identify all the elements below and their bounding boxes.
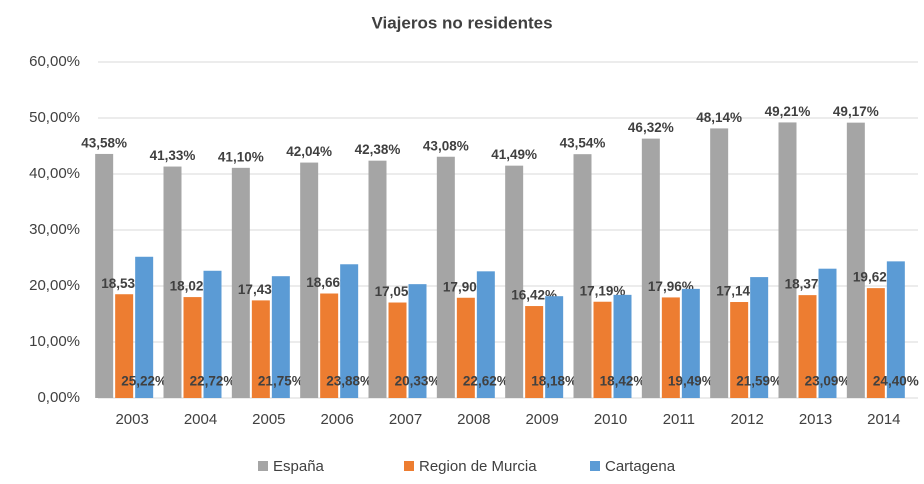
bar [203, 270, 222, 398]
data-label: 48,14% [696, 110, 742, 125]
legend-swatch [404, 461, 414, 471]
bar [798, 295, 817, 398]
bar [163, 166, 182, 398]
bar [95, 153, 114, 398]
data-label: 22,62% [463, 374, 509, 389]
data-label: 19,49% [668, 374, 714, 389]
x-tick-label: 2012 [730, 411, 763, 428]
bar [886, 261, 905, 398]
data-label: 41,49% [491, 147, 537, 162]
y-tick-label: 40,00% [29, 165, 80, 182]
x-tick-label: 2009 [525, 411, 558, 428]
data-label: 42,04% [286, 144, 332, 159]
data-label: 43,54% [560, 136, 606, 151]
y-tick-label: 10,00% [29, 333, 80, 350]
bar [641, 138, 660, 398]
y-tick-label: 50,00% [29, 109, 80, 126]
x-tick-label: 2010 [594, 411, 627, 428]
data-label: 46,32% [628, 120, 674, 135]
data-label: 18,18% [531, 374, 577, 389]
x-tick-label: 2011 [663, 411, 695, 428]
bar [408, 284, 427, 398]
x-tick-label: 2013 [799, 411, 832, 428]
data-label: 42,38% [355, 142, 401, 157]
x-tick-label: 2005 [252, 411, 285, 428]
bar [710, 128, 729, 398]
legend-label: Region de Murcia [419, 458, 537, 475]
x-tick-label: 2008 [457, 411, 490, 428]
data-label: 49,17% [833, 104, 879, 119]
bar [340, 264, 359, 398]
x-tick-label: 2006 [320, 411, 353, 428]
bar [115, 294, 134, 398]
y-tick-label: 60,00% [29, 53, 80, 70]
x-tick-label: 2003 [115, 411, 148, 428]
bar [613, 294, 632, 398]
bar [866, 288, 885, 398]
data-label: 41,10% [218, 149, 264, 164]
legend-swatch [590, 461, 600, 471]
bar [525, 306, 544, 398]
bar [505, 165, 524, 398]
x-tick-label: 2004 [184, 411, 217, 428]
bar [251, 300, 270, 398]
bar [300, 162, 319, 398]
legend-label: Cartagena [605, 458, 676, 475]
bar [456, 297, 475, 398]
data-label: 43,08% [423, 138, 469, 153]
bar [476, 271, 495, 398]
bar [271, 276, 290, 398]
data-label: 24,40% [873, 374, 919, 389]
bar [730, 302, 749, 398]
data-label: 49,21% [765, 104, 811, 119]
bar [593, 301, 612, 398]
y-tick-label: 30,00% [29, 221, 80, 238]
data-label: 18,42% [600, 374, 646, 389]
bar [320, 293, 339, 398]
y-tick-label: 0,00% [37, 389, 80, 406]
bar [436, 156, 455, 398]
bar [681, 288, 700, 398]
data-label: 21,75% [258, 374, 304, 389]
bar [183, 297, 202, 398]
data-label: 25,22% [121, 374, 167, 389]
bar [661, 297, 680, 398]
data-label: 23,88% [326, 374, 372, 389]
bar [573, 154, 592, 398]
bar [388, 302, 407, 398]
bar [750, 277, 769, 398]
chart-title: Viajeros no residentes [371, 13, 552, 32]
bar [846, 122, 865, 398]
data-label: 21,59% [736, 374, 782, 389]
bar [545, 296, 564, 398]
x-tick-label: 2007 [389, 411, 422, 428]
bar [368, 160, 387, 398]
bar [818, 268, 837, 398]
y-tick-label: 20,00% [29, 277, 80, 294]
bar [231, 167, 250, 398]
data-label: 43,58% [81, 136, 127, 151]
data-label: 23,09% [805, 374, 851, 389]
data-label: 20,33% [395, 374, 441, 389]
data-label: 17,19% [580, 283, 626, 298]
legend-swatch [258, 461, 268, 471]
bar [778, 122, 797, 398]
bar [135, 256, 154, 398]
legend-label: España [273, 458, 325, 475]
x-tick-label: 2014 [867, 411, 900, 428]
data-label: 22,72% [190, 374, 236, 389]
data-label: 41,33% [150, 148, 196, 163]
